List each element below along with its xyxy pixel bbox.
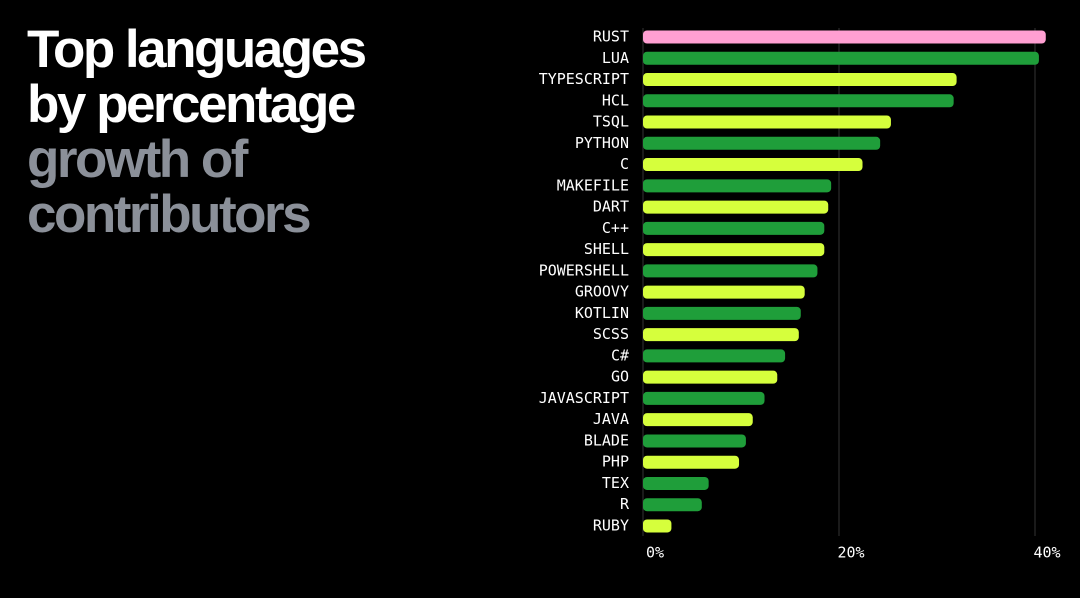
bar [643, 179, 832, 193]
x-tick-label: 40% [1033, 544, 1060, 562]
bar [643, 264, 818, 278]
bar [643, 158, 863, 172]
y-tick-label: C [620, 155, 629, 173]
y-tick-label: JAVASCRIPT [539, 389, 629, 407]
bar [643, 115, 891, 129]
title-line: Top languages [27, 20, 366, 79]
title-line: by percentage [27, 75, 355, 134]
y-tick-label: TYPESCRIPT [539, 70, 629, 88]
y-tick-label: LUA [602, 49, 629, 67]
bar [643, 455, 740, 469]
title-line: contributors [27, 185, 310, 244]
y-tick-label: C++ [602, 219, 629, 237]
chart-title: Top languages by percentage [27, 20, 366, 134]
y-tick-label: R [620, 495, 630, 513]
bar [643, 136, 881, 150]
y-tick-label: PYTHON [575, 134, 629, 152]
chart-subtitle: growth of contributors [27, 130, 310, 244]
y-tick-label: JAVA [593, 410, 629, 428]
bar [643, 349, 786, 363]
y-tick-label: RUST [593, 28, 629, 46]
y-tick-label: SHELL [584, 240, 629, 258]
y-tick-label: HCL [602, 91, 629, 109]
bar [643, 73, 957, 87]
y-tick-label: TEX [602, 474, 629, 492]
bar [643, 30, 1046, 44]
bar [643, 94, 954, 108]
bar [643, 328, 799, 342]
bar [643, 306, 801, 320]
title-line: growth of [27, 130, 249, 189]
bar [643, 285, 805, 299]
y-tick-label: PHP [602, 453, 629, 471]
y-tick-label: MAKEFILE [557, 176, 629, 194]
bar [643, 434, 746, 448]
bar [643, 519, 672, 533]
bar [643, 413, 753, 427]
y-tick-label: GROOVY [575, 283, 629, 301]
y-tick-label: C# [611, 346, 629, 364]
y-tick-label: SCSS [593, 325, 629, 343]
y-tick-label: DART [593, 198, 629, 216]
bar [643, 51, 1039, 65]
bar [643, 391, 765, 405]
x-tick-label: 20% [837, 544, 864, 562]
y-tick-label: POWERSHELL [539, 261, 629, 279]
bar [643, 200, 829, 214]
bar [643, 243, 825, 257]
y-tick-label: BLADE [584, 431, 629, 449]
x-tick-label: 0% [646, 544, 664, 562]
y-tick-label: GO [611, 368, 629, 386]
bar [643, 370, 778, 384]
y-tick-label: RUBY [593, 516, 629, 534]
bar [643, 498, 702, 512]
y-tick-label: KOTLIN [575, 304, 629, 322]
y-tick-label: TSQL [593, 113, 629, 131]
bar [643, 221, 825, 235]
bar [643, 476, 709, 490]
